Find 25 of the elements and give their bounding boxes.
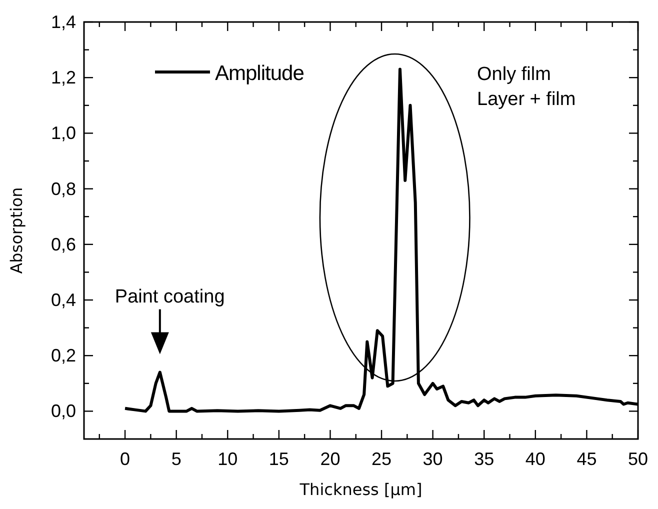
x-tick-label: 10 — [218, 449, 238, 469]
x-axis-title: Thickness [µm] — [298, 480, 422, 499]
x-tick-label: 0 — [120, 449, 130, 469]
x-tick-label: 40 — [525, 449, 546, 469]
x-tick-label: 25 — [372, 449, 392, 469]
y-axis-title: Absorption — [7, 187, 26, 274]
x-tick-label: 5 — [171, 449, 182, 469]
y-tick-label: 1,4 — [50, 12, 76, 32]
annotation: Only film — [477, 64, 551, 85]
y-tick-label: 0,6 — [50, 234, 76, 254]
y-tick-label: 0,0 — [50, 401, 76, 422]
y-tick-label: 0,8 — [50, 178, 76, 199]
y-tick-label: 0,4 — [50, 290, 76, 310]
y-tick-label: 0,2 — [50, 346, 76, 366]
x-tick-label: 20 — [320, 449, 340, 469]
annotation: Paint coating — [114, 286, 225, 308]
y-tick-label: 1,2 — [50, 68, 76, 88]
x-tick-label: 35 — [474, 449, 494, 469]
x-tick-label: 15 — [268, 449, 289, 469]
x-tick-label: 30 — [422, 449, 443, 469]
annotation: Layer + film — [477, 89, 576, 110]
legend-label: Amplitude — [215, 62, 304, 85]
y-tick-label: 1,0 — [50, 123, 76, 144]
x-tick-label: 45 — [576, 449, 597, 469]
x-tick-label: 50 — [628, 449, 648, 469]
